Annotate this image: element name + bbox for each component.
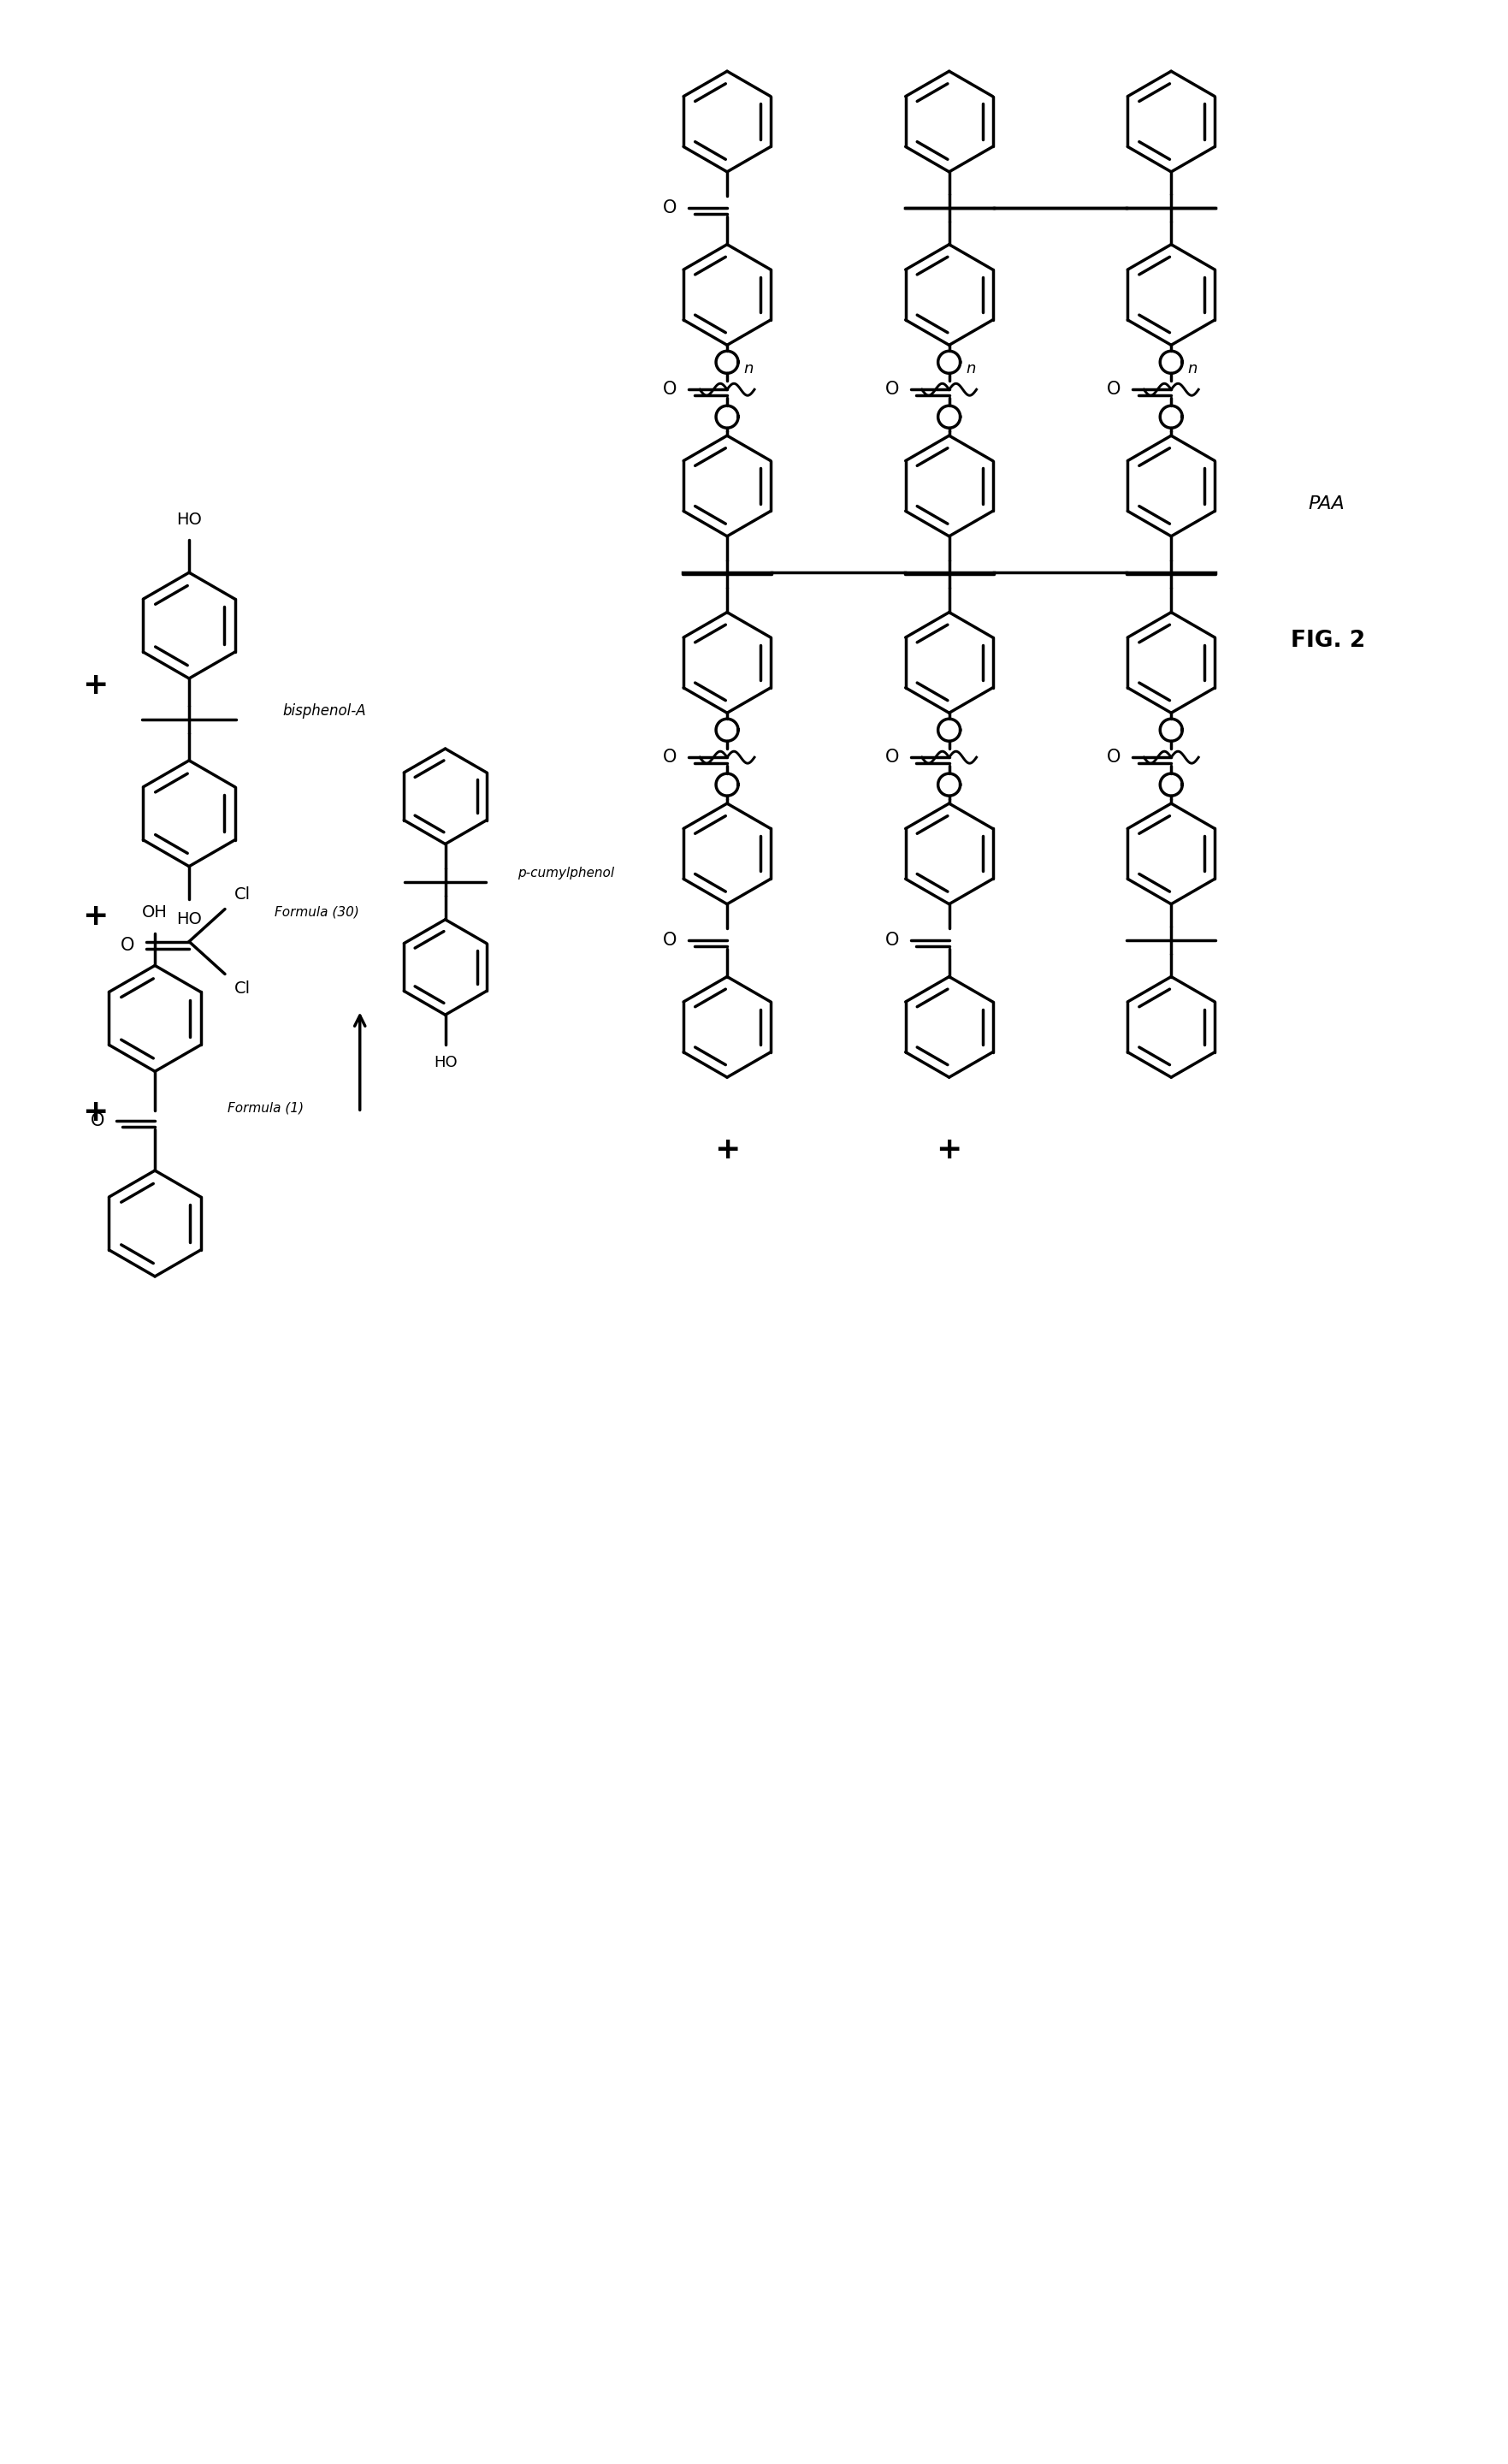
Text: O: O	[664, 382, 677, 399]
Text: +: +	[81, 1099, 109, 1126]
Text: Cl: Cl	[234, 981, 250, 995]
Text: Cl: Cl	[234, 887, 250, 902]
Text: +: +	[715, 1136, 740, 1165]
Text: Formula (1): Formula (1)	[228, 1101, 303, 1114]
Text: p-cumylphenol: p-cumylphenol	[517, 867, 615, 880]
Text: HO: HO	[433, 1055, 457, 1069]
Text: O: O	[885, 931, 899, 949]
Text: O: O	[885, 382, 899, 399]
Text: O: O	[664, 200, 677, 217]
Text: n: n	[1188, 362, 1197, 377]
Text: O: O	[885, 749, 899, 766]
Text: +: +	[81, 902, 109, 931]
Text: PAA: PAA	[1307, 495, 1345, 513]
Text: O: O	[121, 936, 134, 954]
Text: O: O	[1107, 749, 1120, 766]
Text: FIG. 2: FIG. 2	[1291, 628, 1365, 650]
Text: HO: HO	[176, 513, 202, 527]
Text: n: n	[965, 362, 976, 377]
Text: OH: OH	[142, 904, 167, 922]
Text: Formula (30): Formula (30)	[274, 904, 359, 919]
Text: O: O	[664, 931, 677, 949]
Text: HO: HO	[176, 912, 202, 926]
Text: O: O	[664, 749, 677, 766]
Text: bisphenol-A: bisphenol-A	[284, 702, 366, 719]
Text: n: n	[743, 362, 754, 377]
Text: O: O	[1107, 382, 1120, 399]
Text: +: +	[81, 670, 109, 700]
Text: +: +	[936, 1136, 962, 1165]
Text: O: O	[90, 1111, 104, 1129]
